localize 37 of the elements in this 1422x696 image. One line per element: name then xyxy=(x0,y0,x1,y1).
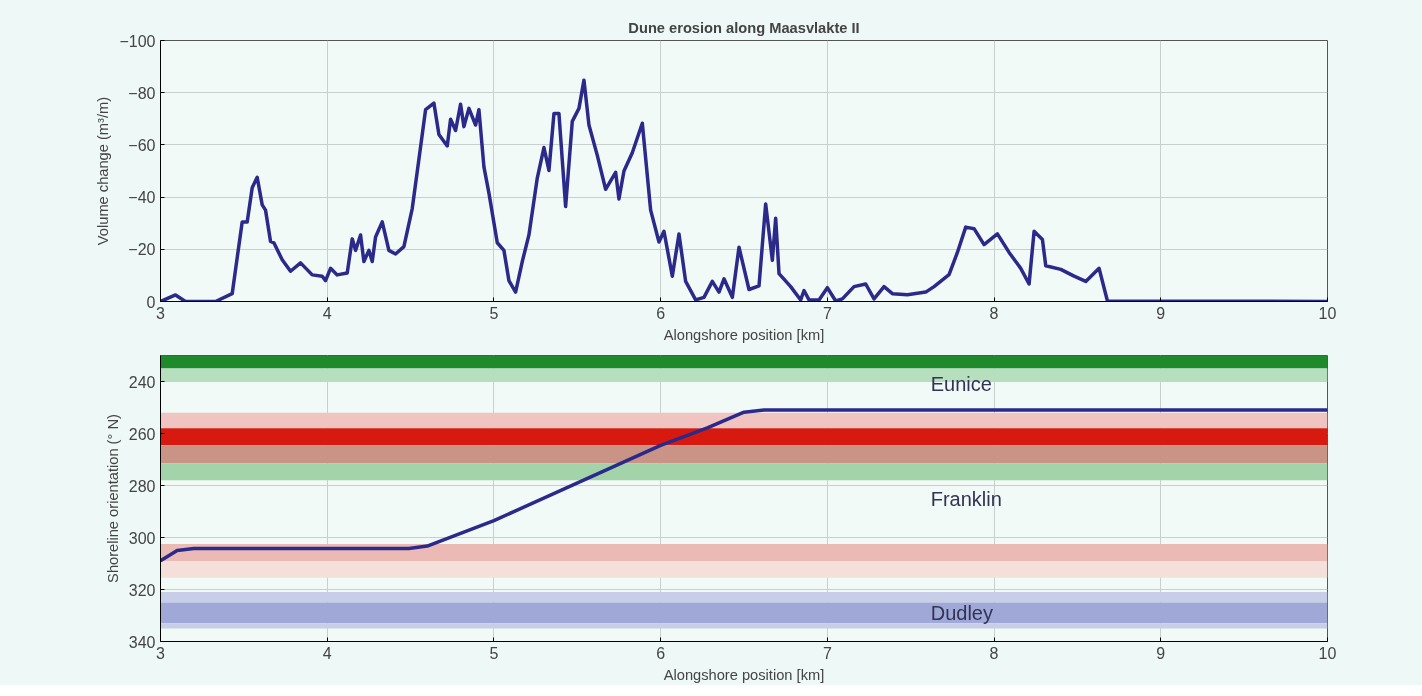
annotation: Franklin xyxy=(930,487,1002,510)
x-tick-label: 9 xyxy=(1156,644,1166,662)
y-tick-label: 320 xyxy=(128,581,156,599)
chart-title: Dune erosion along Maasvlakte II xyxy=(628,19,860,36)
y-tick-label: −80 xyxy=(128,84,156,102)
annotation: Dudley xyxy=(930,601,993,624)
x-tick-label: 8 xyxy=(989,304,999,322)
y-tick-label: 240 xyxy=(128,373,156,391)
line-series xyxy=(160,408,1328,563)
x-tick-label: 3 xyxy=(156,644,166,662)
y-tick-label: 300 xyxy=(128,529,156,547)
x-tick-label: 6 xyxy=(656,304,666,322)
y-tick-label: 260 xyxy=(128,425,156,443)
y-tick-label: −100 xyxy=(119,32,156,50)
x-tick-label: 6 xyxy=(656,644,666,662)
x-axis-title: Alongshore position [km] xyxy=(663,666,825,683)
x-tick-label: 3 xyxy=(156,304,166,322)
y-tick-label: 340 xyxy=(128,633,156,651)
y-axis-title: Shoreline orientation (° N) xyxy=(104,414,121,583)
y-tick-label: 0 xyxy=(146,293,156,311)
x-tick-label: 8 xyxy=(989,644,999,662)
x-tick-label: 4 xyxy=(322,644,332,662)
y-tick-label: −60 xyxy=(128,136,156,154)
y-axis-title: Volume change (m³/m) xyxy=(95,96,112,246)
x-tick-label: 7 xyxy=(822,304,832,322)
x-tick-label: 10 xyxy=(1318,644,1337,662)
annotation: Eunice xyxy=(930,373,992,396)
x-tick-label: 5 xyxy=(489,304,499,322)
x-tick-label: 10 xyxy=(1318,304,1337,322)
x-tick-label: 9 xyxy=(1156,304,1166,322)
x-tick-label: 4 xyxy=(322,304,332,322)
x-tick-label: 5 xyxy=(489,644,499,662)
y-tick-label: −20 xyxy=(128,241,156,259)
x-axis-title: Alongshore position [km] xyxy=(663,326,825,343)
y-tick-label: 280 xyxy=(128,477,156,495)
y-tick-label: −40 xyxy=(128,189,156,207)
x-tick-label: 7 xyxy=(822,644,832,662)
